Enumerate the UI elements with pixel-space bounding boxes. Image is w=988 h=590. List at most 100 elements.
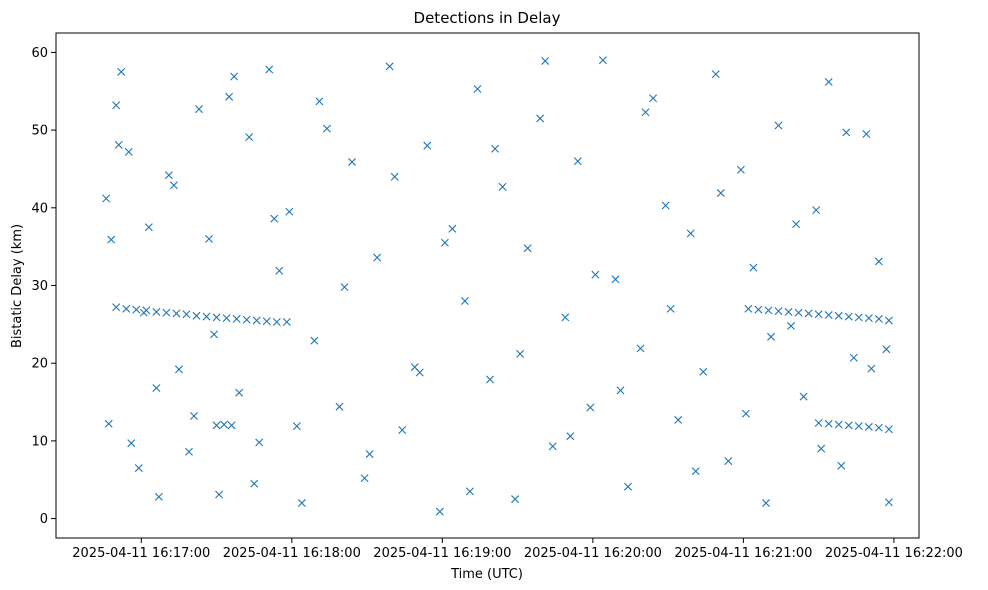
data-point: [390, 172, 399, 181]
data-point: [222, 314, 231, 323]
data-point: [245, 133, 254, 142]
data-point: [164, 171, 173, 180]
data-point: [516, 349, 525, 358]
data-point: [360, 474, 369, 483]
data-point: [322, 124, 331, 133]
data-point: [398, 426, 407, 434]
data-point: [842, 128, 851, 137]
data-point: [616, 386, 625, 395]
data-point: [812, 206, 821, 215]
data-point: [189, 412, 198, 421]
data-point: [315, 97, 324, 106]
data-point: [864, 314, 873, 323]
data-point: [561, 313, 570, 322]
data-point: [252, 316, 261, 325]
data-point: [761, 499, 770, 508]
data-point: [215, 490, 224, 499]
data-point: [127, 439, 136, 448]
data-point: [212, 313, 221, 322]
data-point: [784, 307, 793, 316]
data-point: [686, 229, 695, 238]
data-point: [172, 309, 181, 318]
data-point: [473, 84, 482, 93]
data-point: [202, 312, 211, 321]
data-point: [154, 492, 163, 501]
data-point: [184, 447, 193, 456]
data-point: [275, 266, 284, 275]
data-point: [162, 308, 171, 317]
data-point: [674, 415, 683, 424]
y-tick-label: 60: [31, 46, 48, 61]
data-point: [385, 62, 394, 71]
data-point: [335, 402, 344, 411]
y-tick-label: 30: [31, 279, 48, 294]
data-point: [598, 56, 607, 65]
data-point: [636, 344, 645, 353]
data-point: [192, 311, 201, 320]
data-point: [862, 130, 871, 138]
y-tick-label: 10: [31, 434, 48, 449]
data-point: [591, 270, 600, 279]
y-axis-title: Bistatic Delay (km): [10, 224, 25, 348]
data-point: [774, 307, 783, 316]
data-point: [794, 308, 803, 317]
data-point: [736, 165, 745, 174]
data-point: [536, 114, 545, 123]
chart-title: Detections in Delay: [414, 9, 561, 27]
data-point: [152, 384, 161, 393]
data-point: [134, 464, 143, 473]
data-point: [849, 353, 858, 362]
data-point: [262, 317, 271, 326]
data-point: [774, 121, 783, 130]
data-point: [787, 321, 796, 330]
data-point: [741, 409, 750, 418]
data-point: [182, 310, 191, 319]
data-point: [265, 65, 274, 74]
data-point: [348, 157, 357, 166]
data-point: [874, 314, 883, 323]
data-point: [272, 318, 281, 327]
x-tick-label: 2025-04-11 16:17:00: [72, 546, 210, 561]
data-point: [174, 365, 183, 374]
data-point: [250, 479, 259, 488]
data-point: [623, 482, 632, 491]
x-tick-label: 2025-04-11 16:21:00: [674, 546, 812, 561]
data-point: [566, 432, 575, 441]
data-point: [373, 253, 382, 262]
data-point: [699, 367, 708, 376]
data-point: [804, 309, 813, 318]
data-point: [884, 316, 893, 325]
data-point: [834, 311, 843, 320]
data-point: [511, 495, 520, 504]
data-point: [649, 94, 658, 103]
data-point: [144, 223, 153, 232]
data-point: [285, 207, 294, 216]
data-point: [523, 244, 532, 253]
data-point: [844, 421, 853, 430]
data-point: [884, 425, 893, 434]
data-point: [122, 304, 131, 313]
data-point: [292, 422, 301, 431]
data-point: [440, 238, 449, 247]
data-point: [460, 297, 469, 306]
data-point: [824, 77, 833, 86]
data-point: [586, 403, 595, 412]
data-point: [854, 422, 863, 431]
data-point: [225, 92, 234, 101]
data-point: [124, 147, 133, 156]
data-point: [139, 308, 148, 317]
data-point: [210, 330, 219, 339]
data-point: [814, 419, 823, 428]
data-point: [242, 315, 251, 324]
data-point: [824, 311, 833, 320]
data-point: [340, 283, 349, 292]
data-point: [282, 318, 291, 327]
x-axis: 2025-04-11 16:17:00 2025-04-11 16:18:00 20…: [72, 538, 963, 561]
plot-frame: [55, 32, 920, 539]
data-point: [661, 201, 670, 210]
data-point: [716, 189, 725, 198]
y-tick-label: 0: [40, 512, 48, 527]
data-point: [666, 304, 675, 313]
data-point: [310, 336, 319, 345]
